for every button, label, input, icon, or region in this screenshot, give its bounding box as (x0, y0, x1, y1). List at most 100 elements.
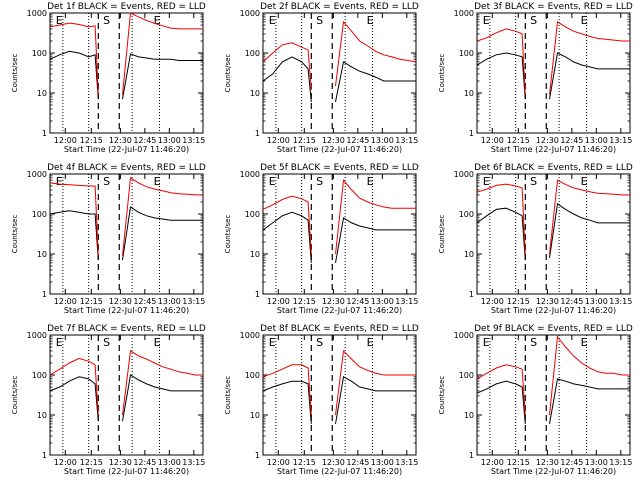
x-tick-label: 12:00 (267, 458, 290, 467)
phase-marker: E (154, 175, 161, 188)
plot-frame (476, 12, 631, 134)
chart-panel-5: Det 5f BLACK = Events, RED = LLD 1 10 100 10… (224, 163, 419, 315)
x-tick-label: 12:45 (560, 136, 583, 145)
x-tick-label: 13:00 (585, 297, 608, 306)
y-tick-label: 100 (32, 49, 47, 58)
panel-title: Det 7f BLACK = Events, RED = LLD (47, 324, 206, 334)
x-tick-label: 13:00 (371, 297, 394, 306)
y-axis-title: Counts/sec (438, 376, 446, 415)
x-tick-label: 12:00 (481, 136, 504, 145)
x-tick-label: 13:00 (158, 458, 181, 467)
x-tick-label: 13:00 (158, 297, 181, 306)
x-tick-label: 13:15 (182, 458, 205, 467)
x-tick-label: 12:15 (293, 458, 316, 467)
y-tick-label: 100 (459, 210, 474, 219)
y-axis-title: Counts/sec (224, 376, 232, 415)
chart-panel-3: Det 3f BLACK = Events, RED = LLD 1 10 100 10… (438, 2, 633, 154)
x-tick-label: 12:30 (536, 136, 559, 145)
y-tick-label: 10 (464, 411, 474, 420)
x-tick-label: 13:15 (182, 297, 205, 306)
y-tick-label: 1000 (27, 9, 47, 18)
y-tick-label: 10 (464, 250, 474, 259)
y-tick-label: 1000 (240, 170, 260, 179)
x-tick-label: 13:15 (182, 136, 205, 145)
y-tick-label: 1000 (27, 331, 47, 340)
x-tick-label: 12:45 (346, 136, 369, 145)
lld-series-line (476, 179, 630, 255)
x-axis-title: Start Time (22-Jul-07 11:46:20) (277, 306, 402, 315)
x-axis-title: Start Time (22-Jul-07 11:46:20) (277, 145, 402, 154)
lld-series-line (49, 177, 203, 256)
panel-title: Det 4f BLACK = Events, RED = LLD (47, 163, 206, 173)
plot-frame (262, 334, 417, 456)
x-tick-label: 13:15 (395, 136, 418, 145)
x-tick-label: 12:00 (54, 297, 77, 306)
x-tick-label: 12:30 (322, 136, 345, 145)
phase-marker: S (103, 336, 110, 349)
y-tick-label: 1 (255, 451, 260, 460)
phase-marker: S (103, 175, 110, 188)
y-tick-label: 1 (469, 290, 474, 299)
x-axis-title: Start Time (22-Jul-07 11:46:20) (64, 145, 189, 154)
x-tick-label: 12:45 (133, 136, 156, 145)
x-tick-label: 13:00 (371, 136, 394, 145)
phase-marker: E (483, 14, 490, 27)
y-tick-label: 1000 (27, 170, 47, 179)
phase-marker: E (269, 336, 276, 349)
x-tick-label: 12:45 (346, 297, 369, 306)
phase-marker: E (154, 14, 161, 27)
plot-frame (476, 334, 631, 456)
panel-title: Det 3f BLACK = Events, RED = LLD (474, 2, 633, 12)
y-tick-label: 1000 (240, 331, 260, 340)
x-tick-label: 12:30 (322, 297, 345, 306)
x-tick-label: 12:00 (267, 136, 290, 145)
chart-panel-2: Det 2f BLACK = Events, RED = LLD 1 10 100 10… (224, 2, 419, 154)
x-tick-label: 13:15 (609, 136, 632, 145)
y-axis-title: Counts/sec (224, 215, 232, 254)
y-tick-label: 1 (42, 129, 47, 138)
y-tick-label: 10 (250, 250, 260, 259)
y-axis-title: Counts/sec (438, 215, 446, 254)
y-tick-label: 1 (469, 129, 474, 138)
x-tick-label: 12:15 (293, 297, 316, 306)
lld-series-line (476, 21, 630, 95)
x-tick-label: 12:30 (109, 136, 132, 145)
chart-panel-4: Det 4f BLACK = Events, RED = LLD 1 10 100 10… (11, 163, 206, 315)
x-axis-title: Start Time (22-Jul-07 11:46:20) (491, 306, 616, 315)
phase-marker: E (56, 14, 63, 27)
y-axis-title: Counts/sec (11, 215, 19, 254)
x-tick-label: 12:15 (507, 458, 530, 467)
y-tick-label: 1 (469, 451, 474, 460)
x-axis-title: Start Time (22-Jul-07 11:46:20) (491, 145, 616, 154)
plot-frame (49, 12, 204, 134)
lld-series-line (262, 20, 417, 90)
y-tick-label: 10 (464, 89, 474, 98)
x-tick-label: 12:00 (481, 297, 504, 306)
phase-marker: E (483, 175, 490, 188)
y-tick-label: 10 (250, 411, 260, 420)
x-tick-label: 12:00 (481, 458, 504, 467)
panel-title: Det 1f BLACK = Events, RED = LLD (47, 2, 206, 12)
phase-marker: E (367, 175, 374, 188)
x-axis-title: Start Time (22-Jul-07 11:46:20) (64, 467, 189, 476)
chart-panel-6: Det 6f BLACK = Events, RED = LLD 1 10 100 10… (438, 163, 633, 315)
lld-series-line (49, 350, 203, 416)
events-series-line (49, 206, 203, 261)
x-tick-label: 12:15 (507, 136, 530, 145)
phase-marker: E (367, 14, 374, 27)
phase-marker: S (316, 175, 323, 188)
x-tick-label: 12:45 (133, 458, 156, 467)
y-tick-label: 1 (255, 129, 260, 138)
panel-title: Det 2f BLACK = Events, RED = LLD (260, 2, 419, 12)
events-series-line (476, 378, 630, 424)
y-axis-title: Counts/sec (11, 376, 19, 415)
panel-title: Det 6f BLACK = Events, RED = LLD (474, 163, 633, 173)
y-tick-label: 1000 (240, 9, 260, 18)
events-series-line (262, 211, 416, 263)
x-tick-label: 12:15 (80, 136, 103, 145)
x-tick-label: 12:15 (507, 297, 530, 306)
events-series-line (476, 202, 630, 261)
x-tick-label: 12:30 (109, 458, 132, 467)
y-tick-label: 100 (459, 49, 474, 58)
